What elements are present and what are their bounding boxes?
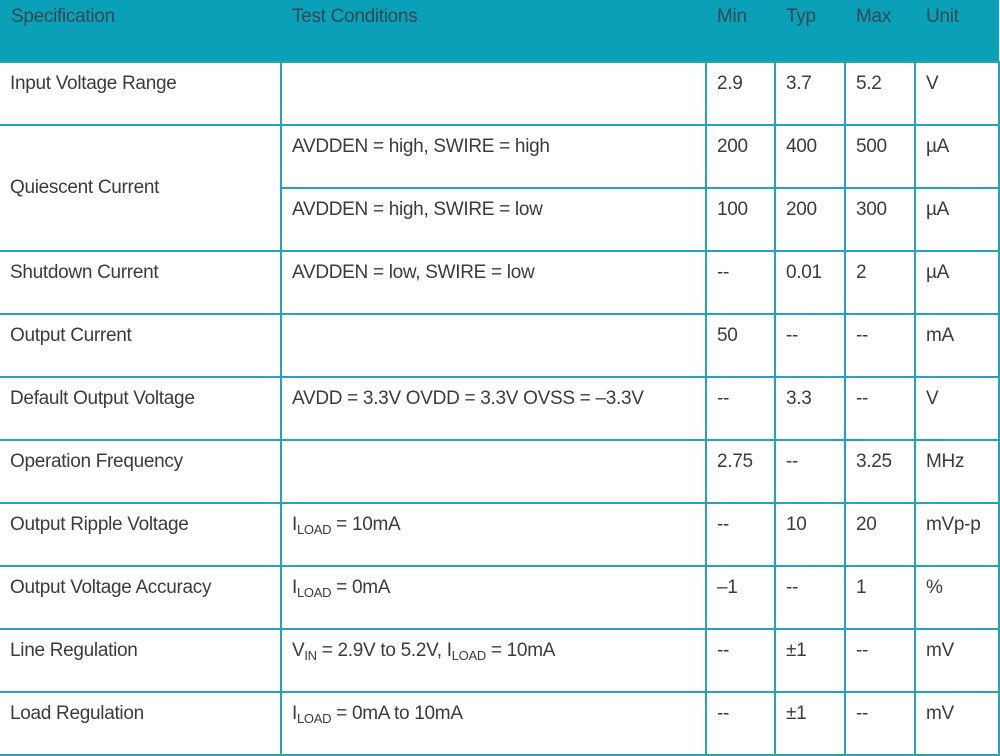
condition-text: = 10mA: [485, 640, 556, 661]
table-row: Output Ripple Voltage ILOAD = 10mA -- 10 20 m…: [0, 502, 1000, 567]
cell-typ: ±1: [774, 628, 846, 693]
table-row: AVDDEN = high, SWIRE = low 100 200 300 µA: [0, 187, 1000, 252]
cell-unit: mV: [914, 628, 1000, 693]
cell-min: 50: [705, 313, 776, 378]
cell-unit: µA: [914, 124, 1000, 189]
cell-min: 200: [705, 124, 776, 189]
condition-text: I: [292, 577, 297, 598]
header-row: Specification Test Conditions Min Typ Ma…: [0, 0, 999, 62]
cell-typ: ±1: [774, 691, 846, 756]
cell-specification: Quiescent Current: [0, 124, 282, 252]
cell-max: --: [844, 691, 916, 756]
cell-max: 1: [844, 565, 916, 630]
cell-typ: 10: [774, 502, 846, 567]
cell-typ: --: [774, 565, 846, 630]
cell-min: 2.9: [705, 61, 776, 126]
cell-typ: 400: [774, 124, 846, 189]
cell-max: --: [844, 376, 916, 441]
cell-max: --: [844, 628, 916, 693]
cell-typ: --: [774, 439, 846, 504]
condition-text: = 10mA: [331, 514, 401, 535]
cell-specification: Default Output Voltage: [0, 376, 282, 441]
header-max: Max: [845, 0, 915, 62]
table-row: Default Output Voltage AVDD = 3.3V OVDD =…: [0, 376, 1000, 441]
cell-min: 2.75: [705, 439, 776, 504]
cell-min: --: [705, 691, 776, 756]
cell-conditions: VIN = 2.9V to 5.2V, ILOAD = 10mA: [280, 628, 707, 693]
cell-conditions: [280, 61, 707, 126]
cell-typ: 0.01: [774, 250, 846, 315]
cell-specification: Operation Frequency: [0, 439, 282, 504]
cell-min: --: [705, 376, 776, 441]
cell-conditions: [280, 313, 707, 378]
cell-conditions: AVDDEN = high, SWIRE = high: [280, 124, 707, 189]
cell-unit: µA: [914, 187, 1000, 252]
header-typ: Typ: [775, 0, 845, 62]
cell-specification: Load Regulation: [0, 691, 282, 756]
cell-conditions: ILOAD = 0mA to 10mA: [280, 691, 707, 756]
cell-unit: mA: [914, 313, 1000, 378]
header-conditions: Test Conditions: [281, 0, 706, 62]
table-row: Shutdown Current AVDDEN = low, SWIRE = lo…: [0, 250, 1000, 315]
cell-conditions: AVDDEN = low, SWIRE = low: [280, 250, 707, 315]
cell-specification: Output Ripple Voltage: [0, 502, 282, 567]
table-row: Load Regulation ILOAD = 0mA to 10mA -- ±1 --…: [0, 691, 1000, 756]
table-row: Line Regulation VIN = 2.9V to 5.2V, ILOAD…: [0, 628, 1000, 693]
cell-conditions: AVDD = 3.3V OVDD = 3.3V OVSS = –3.3V: [280, 376, 707, 441]
condition-text: I: [292, 514, 297, 535]
cell-unit: %: [914, 565, 1000, 630]
condition-text: V: [292, 640, 305, 661]
subscript: IN: [304, 648, 317, 663]
cell-unit: mVp-p: [914, 502, 1000, 567]
cell-specification: Input Voltage Range: [0, 61, 282, 126]
table-row: Output Voltage Accuracy ILOAD = 0mA –1 -- 1%: [0, 565, 1000, 630]
header-unit: Unit: [915, 0, 999, 62]
subscript: LOAD: [296, 522, 332, 537]
condition-text: = 0mA to 10mA: [331, 703, 463, 724]
cell-specification: Output Current: [0, 313, 282, 378]
cell-unit: µA: [914, 250, 1000, 315]
cell-max: 3.25: [844, 439, 916, 504]
cell-typ: 3.3: [774, 376, 846, 441]
cell-specification: Output Voltage Accuracy: [0, 565, 282, 630]
table-row: Input Voltage Range 2.9 3.7 5.2 V: [0, 61, 1000, 126]
cell-min: --: [705, 628, 776, 693]
cell-unit: V: [914, 376, 1000, 441]
cell-max: 2: [844, 250, 916, 315]
condition-text: I: [292, 703, 297, 724]
cell-unit: MHz: [914, 439, 1000, 504]
cell-conditions: AVDDEN = high, SWIRE = low: [281, 187, 707, 252]
table-row: Quiescent Current AVDDEN = high, SWIRE = …: [0, 124, 1000, 252]
cell-max: 5.2: [844, 61, 916, 126]
cell-specification: Line Regulation: [0, 628, 282, 693]
cell-max: 20: [844, 502, 916, 567]
cell-typ: 3.7: [774, 61, 846, 126]
cell-min: --: [705, 250, 776, 315]
cell-max: 500: [844, 124, 916, 189]
cell-conditions: [280, 439, 707, 504]
condition-text: = 2.9V to 5.2V, I: [316, 640, 452, 661]
header-specification: Specification: [0, 0, 281, 62]
condition-text: = 0mA: [331, 577, 391, 598]
header-min: Min: [706, 0, 775, 62]
cell-min: --: [705, 502, 776, 567]
cell-max: 300: [844, 187, 916, 252]
subscript: LOAD: [296, 585, 332, 600]
cell-min: –1: [705, 565, 776, 630]
cell-conditions: ILOAD = 0mA: [280, 565, 707, 630]
cell-typ: --: [774, 313, 846, 378]
cell-unit: V: [914, 61, 1000, 126]
cell-specification: Shutdown Current: [0, 250, 282, 315]
subscript: LOAD: [451, 648, 487, 663]
cell-min: 100: [705, 187, 776, 252]
subscript: LOAD: [296, 711, 332, 726]
cell-max: --: [844, 313, 916, 378]
table-row: Output Current 50 -- -- mA: [0, 313, 1000, 378]
cell-unit: mV: [914, 691, 1000, 756]
cell-typ: 200: [774, 187, 846, 252]
cell-conditions: ILOAD = 10mA: [280, 502, 707, 567]
table-row: Operation Frequency 2.75 -- 3.25 MHz: [0, 439, 1000, 504]
